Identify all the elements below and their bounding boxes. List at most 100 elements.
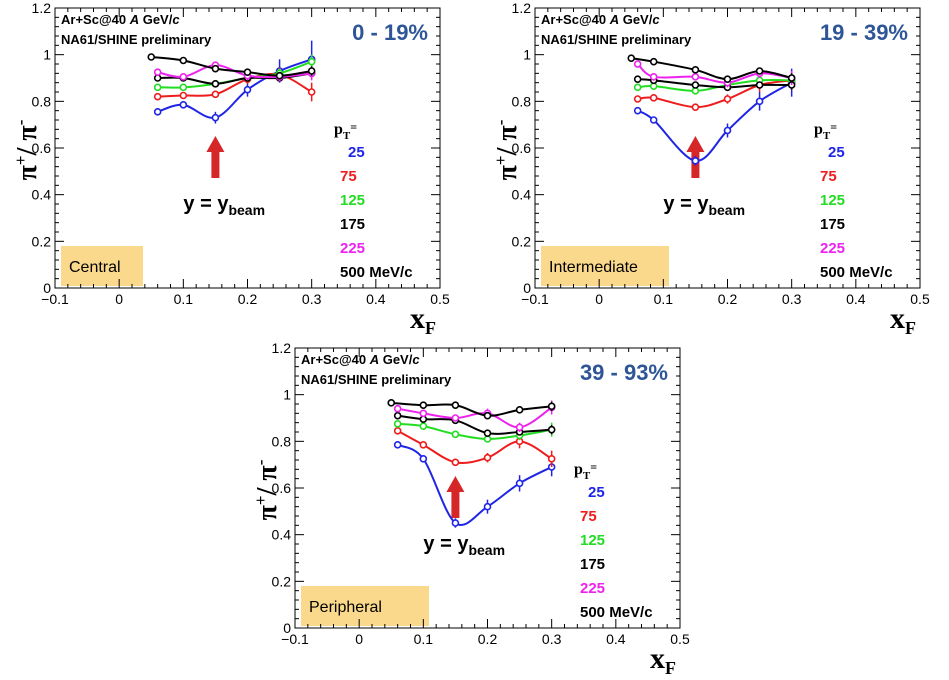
data-point-75: [633, 95, 642, 103]
data-point-500: [179, 56, 188, 65]
data-point-175: [393, 411, 402, 420]
data-point-125: [419, 422, 428, 430]
pt-legend-entry-unit: 500 MeV/c: [820, 264, 893, 281]
data-point-25: [153, 108, 162, 116]
y-axis-title-slash: / π: [252, 465, 283, 497]
pt-legend-title-eq: =: [830, 120, 837, 134]
x-tick-label: 0: [115, 291, 123, 307]
data-point-25: [515, 479, 524, 488]
region-label-box: [301, 586, 429, 626]
y-axis-title-main: π: [12, 164, 43, 180]
x-tick-label: 0.5: [910, 291, 930, 307]
region-label: Peripheral: [309, 599, 382, 616]
experiment-label: Ar+Sc@40 A GeV/c: [301, 352, 420, 367]
data-point-25: [755, 97, 764, 106]
data-point-500: [387, 399, 396, 407]
pt-legend-title-sub: T: [343, 130, 351, 142]
data-point-175: [547, 425, 556, 434]
x-axis-title-main: x: [650, 642, 665, 675]
experiment-label-system: Ar+Sc@40: [301, 352, 370, 367]
centrality-label: 39 - 93%: [580, 360, 668, 385]
data-point-125: [307, 57, 316, 66]
experiment-label-unit: GeV/: [139, 12, 173, 27]
y-tick-label: 0.6: [32, 140, 52, 156]
data-point-25: [633, 106, 642, 115]
pt-legend-title-eq: =: [350, 120, 357, 134]
x-axis-title: xF: [890, 302, 916, 338]
experiment-label-system: Ar+Sc@40: [61, 12, 130, 27]
pt-legend-entry: 25: [348, 144, 365, 161]
x-axis-title-main: x: [410, 302, 425, 335]
data-point-225: [393, 404, 402, 413]
y-tick-label: 0: [43, 280, 51, 296]
y-tick-label: 0.2: [32, 233, 52, 249]
y-tick-label: 0: [283, 620, 291, 636]
x-tick-label: 0.3: [542, 631, 562, 647]
pt-legend-title-sub: T: [823, 130, 831, 142]
data-point-500: [755, 67, 764, 75]
x-tick-label: −0.1: [521, 291, 549, 307]
y-tick-label: 1.2: [272, 340, 292, 356]
data-point-225: [515, 423, 524, 432]
pt-legend-entry: 125: [580, 532, 605, 549]
x-tick-label: 0.2: [238, 291, 258, 307]
x-tick-label: 0.4: [606, 631, 626, 647]
data-point-75: [179, 91, 188, 100]
pt-legend-title-sub: T: [583, 470, 591, 482]
y-tick-label: 0: [523, 280, 531, 296]
data-point-125: [393, 420, 402, 428]
pt-legend-entry: 225: [340, 240, 365, 257]
chart-panel-central: Central −0.1 0 0.1 0.2 0.3 0.4 0.5 0 0.2 0.4 0.6 0.8…: [0, 0, 470, 340]
y-tick-label: 0.8: [512, 93, 532, 109]
data-point-500: [451, 401, 460, 409]
x-tick-label: 0.4: [366, 291, 386, 307]
data-point-225: [691, 73, 700, 81]
pt-legend-title-eq: =: [590, 460, 597, 474]
data-point-125: [179, 83, 188, 92]
experiment-label: Ar+Sc@40 A GeV/c: [61, 12, 180, 27]
data-point-500: [723, 75, 732, 83]
beam-arrow-shaft: [451, 490, 460, 518]
data-point-125: [153, 83, 162, 92]
chart-svg: Central−0.1 0 0.1 0.2 0.3 0.4 0.500.20.40.60.8…: [11, 0, 450, 338]
preliminary-label: NA61/SHINE preliminary: [61, 32, 212, 47]
data-point-500: [483, 411, 492, 420]
y-axis-title-sup: +: [491, 155, 510, 165]
data-point-75: [211, 90, 220, 99]
data-point-500: [307, 67, 316, 75]
x-axis-title: xF: [650, 642, 676, 678]
beam-label-sub: beam: [468, 542, 505, 558]
data-point-500: [627, 54, 636, 62]
centrality-label: 19 - 39%: [820, 20, 908, 45]
pt-legend-entry: 175: [820, 216, 845, 233]
pt-legend-entry: 75: [820, 168, 837, 185]
data-point-75: [547, 455, 556, 463]
data-point-75: [691, 103, 700, 111]
y-axis-title-sup: -: [491, 119, 510, 125]
pt-legend-entry: 225: [820, 240, 845, 257]
pt-legend-title-p: p: [814, 121, 823, 138]
experiment-label-c: c: [172, 12, 180, 27]
beam-arrow-head: [446, 476, 465, 492]
data-point-25: [211, 113, 220, 122]
pt-legend-title: pT=: [814, 120, 837, 142]
beam-arrow-shaft: [211, 150, 220, 178]
data-point-25: [451, 519, 460, 527]
x-tick-label: 0.1: [174, 291, 194, 307]
x-tick-label: 0.2: [718, 291, 738, 307]
beam-label: y = ybeam: [663, 193, 745, 218]
data-point-75: [307, 88, 316, 96]
y-tick-label: 1: [43, 47, 51, 63]
data-point-175: [633, 75, 642, 83]
data-point-75: [483, 453, 492, 462]
beam-label: y = ybeam: [423, 533, 505, 558]
beam-label-sub: beam: [228, 202, 265, 218]
experiment-label-a: A: [129, 12, 139, 27]
y-tick-label: 1: [283, 387, 291, 403]
chart-panel-intermediate: Intermediate −0.1 0 0.1 0.2 0.3 0.4 0.5 0 0.2 0.4 0…: [480, 0, 949, 340]
y-tick-label: 0.2: [512, 233, 532, 249]
data-point-75: [393, 427, 402, 435]
data-point-125: [451, 430, 460, 439]
beam-label-sub: beam: [708, 202, 745, 218]
y-axis-title-sup: -: [11, 119, 30, 125]
